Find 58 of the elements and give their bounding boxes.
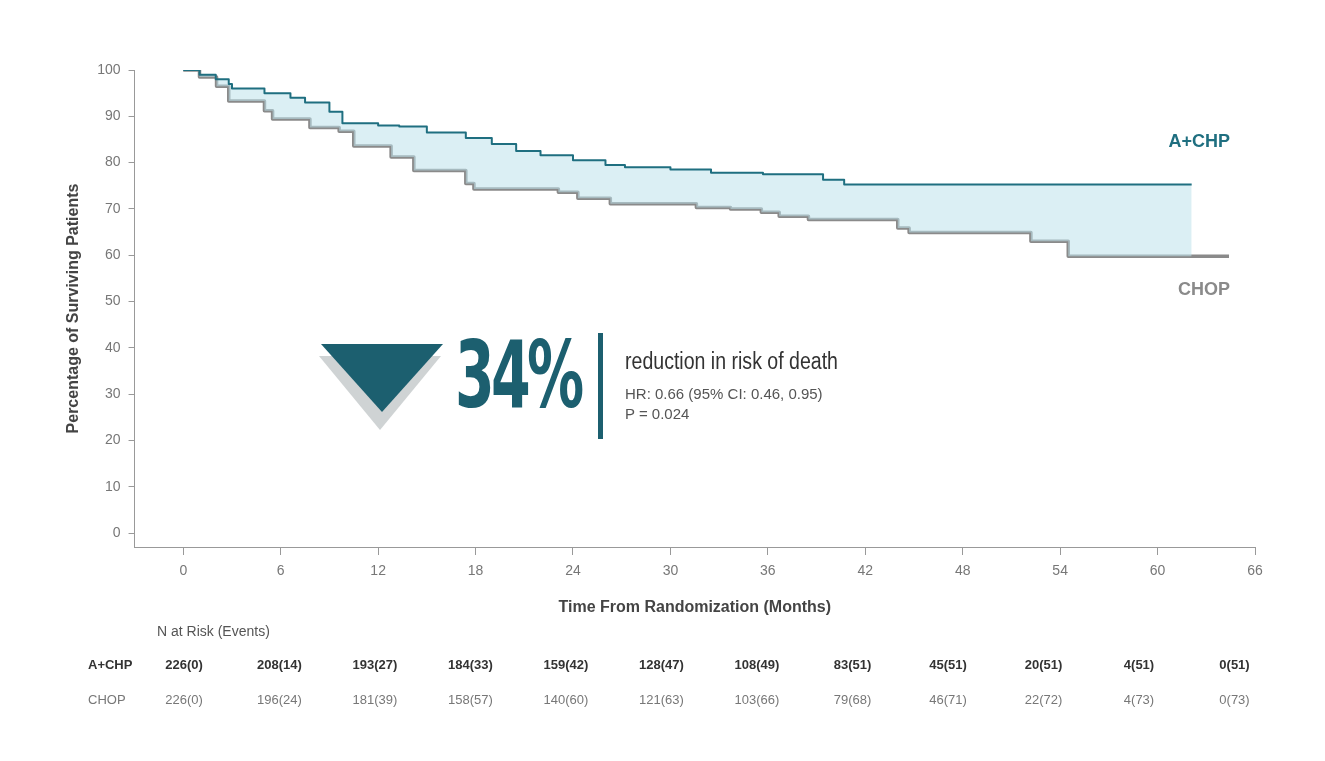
text: 45(51) (929, 656, 967, 672)
text: 128(47) (639, 656, 684, 672)
x-tick-label: 18 (467, 562, 484, 579)
x-tick-label: 66 (1247, 562, 1263, 579)
text: 0(73) (1219, 691, 1250, 707)
text: 140(60) (543, 691, 589, 707)
x-tick-label: 36 (760, 562, 776, 579)
text: 208(14) (257, 656, 302, 672)
annotation: reduction in risk of death (625, 348, 838, 375)
text: 158(57) (448, 691, 493, 707)
text: 0(51) (1219, 656, 1250, 672)
text: 193(27) (352, 656, 398, 672)
text: 22(72) (1024, 691, 1063, 707)
text: 196(24) (257, 691, 302, 707)
y-tick-label: 100 (97, 60, 121, 77)
series-label: A+CHP (1168, 131, 1230, 152)
text: 103(66) (734, 691, 780, 707)
x-tick-label: 48 (954, 562, 971, 579)
text: 4(51) (1123, 656, 1155, 672)
text: A+CHP (88, 656, 133, 672)
text: 184(33) (448, 656, 493, 672)
x-axis-title: Time From Randomization (Months) (558, 597, 832, 615)
y-tick-label: 30 (104, 385, 121, 402)
text: 46(71) (929, 691, 967, 707)
text: 159(42) (543, 656, 589, 672)
y-axis-title: Percentage of Surviving Patients (64, 183, 82, 434)
text: 121(63) (639, 691, 684, 707)
annotation: 34% (455, 322, 581, 429)
x-tick-label: 24 (565, 562, 581, 579)
text: 83(51) (833, 656, 872, 672)
y-tick-label: 50 (104, 292, 121, 309)
annotation: HR: 0.66 (95% CI: 0.46, 0.95) (625, 385, 823, 402)
x-tick-label: 0 (179, 562, 188, 579)
x-tick-label: 6 (276, 562, 285, 579)
text: 20(51) (1024, 656, 1063, 672)
text: CHOP (88, 691, 126, 707)
x-tick-label: 42 (857, 562, 874, 579)
x-tick-label: 12 (370, 562, 387, 579)
y-tick-label: 0 (112, 523, 121, 540)
text: 4(73) (1123, 691, 1155, 707)
y-tick-label: 70 (104, 199, 121, 216)
text: 226(0) (165, 656, 203, 672)
y-tick-label: 40 (104, 338, 121, 355)
y-tick-label: 10 (104, 477, 121, 494)
x-tick-label: 60 (1149, 562, 1166, 579)
series-label: CHOP (1177, 279, 1230, 300)
text: N at Risk (Events) (157, 622, 270, 639)
text: 181(39) (352, 691, 398, 707)
annotation: P = 0.024 (625, 405, 690, 422)
x-tick-label: 54 (1052, 562, 1069, 579)
text: 79(68) (833, 691, 872, 707)
y-tick-label: 20 (104, 431, 121, 448)
y-tick-label: 60 (104, 246, 121, 263)
text: 226(0) (165, 691, 203, 707)
y-tick-label: 90 (104, 107, 121, 124)
text: 108(49) (734, 656, 780, 672)
y-tick-label: 80 (104, 153, 121, 170)
x-tick-label: 30 (662, 562, 679, 579)
